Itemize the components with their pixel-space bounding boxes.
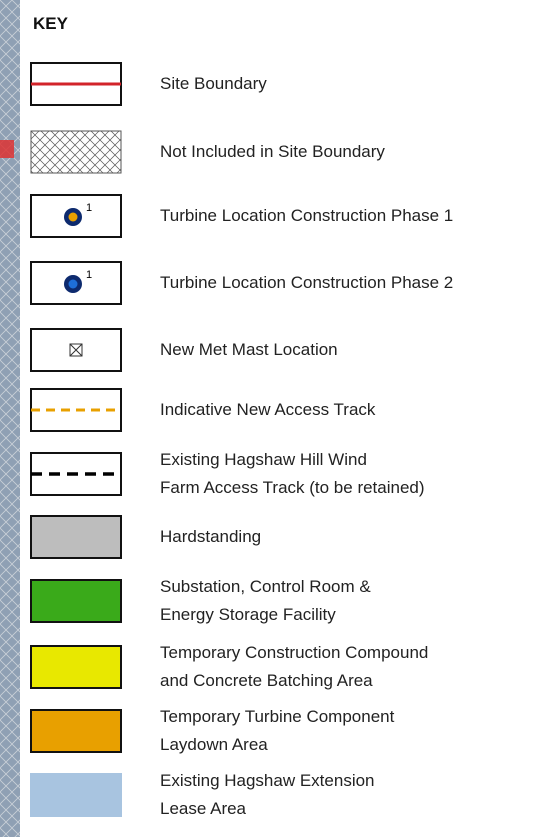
- legend-item: Site Boundary: [20, 62, 540, 106]
- label-line: Energy Storage Facility: [160, 601, 371, 629]
- legend-label: Turbine Location Construction Phase 2: [160, 261, 453, 305]
- label-line: Site Boundary: [160, 70, 267, 98]
- legend-symbol: [30, 62, 122, 106]
- legend-symbol: [30, 579, 122, 623]
- legend-item: 1 Turbine Location Construction Phase 2: [20, 261, 540, 305]
- label-line: and Concrete Batching Area: [160, 667, 428, 695]
- legend-item: 1 Turbine Location Construction Phase 1: [20, 194, 540, 238]
- turbine-number: 1: [86, 202, 92, 214]
- label-line: Indicative New Access Track: [160, 396, 375, 424]
- label-line: Turbine Location Construction Phase 2: [160, 269, 453, 297]
- legend-item: New Met Mast Location: [20, 328, 540, 372]
- label-line: Turbine Location Construction Phase 1: [160, 202, 453, 230]
- legend-symbol: [30, 388, 122, 432]
- legend-label: Turbine Location Construction Phase 1: [160, 194, 453, 238]
- label-line: Temporary Turbine Component: [160, 703, 394, 731]
- page: {"title": "KEY", "items": [ {"lines": ["…: [0, 0, 540, 837]
- legend-symbol: [30, 645, 122, 689]
- label-line: Temporary Construction Compound: [160, 639, 428, 667]
- legend-panel: KEY Site Boundary Not Included in Site Bo…: [20, 0, 540, 837]
- legend-label: Indicative New Access Track: [160, 388, 375, 432]
- legend-symbol: [30, 515, 122, 559]
- label-line: Farm Access Track (to be retained): [160, 474, 425, 502]
- label-line: Existing Hagshaw Hill Wind: [160, 446, 425, 474]
- legend-label: New Met Mast Location: [160, 328, 338, 372]
- label-line: Lease Area: [160, 795, 375, 823]
- legend-symbol: [30, 773, 122, 817]
- legend-symbol: [30, 452, 122, 496]
- label-line: Hardstanding: [160, 523, 261, 551]
- legend-label: Hardstanding: [160, 515, 261, 559]
- legend-item: Hardstanding: [20, 515, 540, 559]
- label-line: New Met Mast Location: [160, 336, 338, 364]
- map-edge: [0, 0, 20, 837]
- legend-symbol: 1: [30, 194, 122, 238]
- legend-item: Substation, Control Room &Energy Storage…: [20, 579, 540, 623]
- legend-symbol: [30, 328, 122, 372]
- label-line: Laydown Area: [160, 731, 394, 759]
- label-line: Existing Hagshaw Extension: [160, 767, 375, 795]
- turbine-number: 1: [86, 269, 92, 281]
- legend-symbol: [30, 130, 122, 174]
- legend-title: KEY: [33, 14, 68, 34]
- legend-label: Site Boundary: [160, 62, 267, 106]
- legend-item: Not Included in Site Boundary: [20, 130, 540, 174]
- legend-symbol: 1: [30, 261, 122, 305]
- legend-symbol: [30, 709, 122, 753]
- legend-item: Indicative New Access Track: [20, 388, 540, 432]
- label-line: Substation, Control Room &: [160, 573, 371, 601]
- legend-label: Not Included in Site Boundary: [160, 130, 385, 174]
- label-line: Not Included in Site Boundary: [160, 138, 385, 166]
- legend-label: Substation, Control Room &Energy Storage…: [160, 579, 371, 623]
